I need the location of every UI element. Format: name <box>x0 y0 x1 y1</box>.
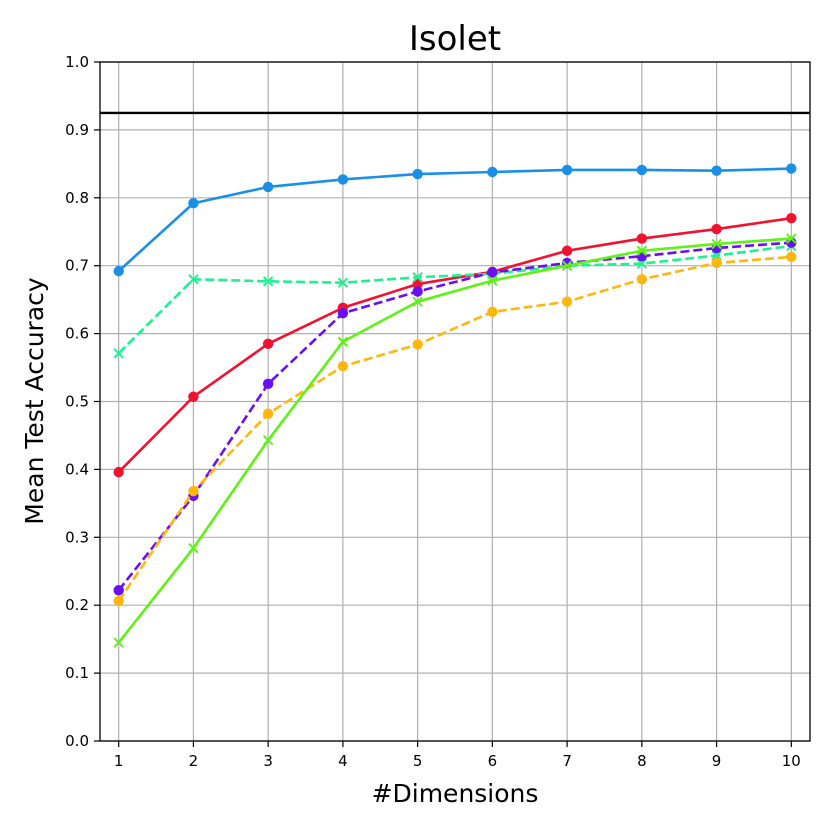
series-2 <box>113 212 797 478</box>
data-point <box>561 164 573 176</box>
series-3 <box>113 240 797 359</box>
data-point <box>262 338 274 349</box>
data-point <box>412 296 423 307</box>
data-point <box>337 174 349 185</box>
y-tick-label: 0.5 <box>65 393 89 411</box>
x-tick-label: 7 <box>562 752 572 770</box>
y-tick-label: 0.9 <box>65 121 89 139</box>
data-point <box>337 360 349 372</box>
data-point <box>188 274 199 285</box>
data-point <box>113 265 124 277</box>
data-point <box>337 336 349 347</box>
data-point <box>412 168 423 180</box>
data-point <box>636 274 648 285</box>
y-tick-label: 1.0 <box>65 53 89 71</box>
data-point <box>636 164 648 176</box>
data-point <box>188 198 199 209</box>
y-tick-label: 0.3 <box>65 528 89 546</box>
series-line <box>117 216 792 474</box>
y-tick-label: 0.7 <box>65 257 89 275</box>
data-point <box>636 233 648 244</box>
y-axis-title: Mean Test Accuracy <box>20 277 49 525</box>
data-point <box>188 542 199 554</box>
series-line <box>117 237 792 644</box>
data-point <box>262 276 274 287</box>
series-line <box>117 244 792 355</box>
data-point <box>636 258 648 269</box>
data-point <box>337 277 349 288</box>
data-point <box>412 286 423 297</box>
data-point <box>561 296 573 307</box>
y-tick-label: 0.0 <box>65 732 89 750</box>
series-line <box>117 167 792 273</box>
data-point <box>262 181 274 193</box>
grid <box>100 61 810 742</box>
ticks: 1 2 3 4 5 6 7 8 9 10 0.0 0.1 0.2 0.3 0.4 0.5 0.6 0.7 0.8 0.… <box>65 53 801 770</box>
x-tick-label: 9 <box>712 752 722 770</box>
x-tick-label: 5 <box>413 752 423 770</box>
x-tick-label: 2 <box>189 752 199 770</box>
y-tick-label: 0.6 <box>65 325 89 343</box>
series-layer <box>113 163 797 648</box>
data-point <box>262 378 274 390</box>
data-point <box>711 223 722 235</box>
data-point <box>786 233 797 244</box>
data-point <box>786 163 797 174</box>
x-tick-label: 3 <box>263 752 273 770</box>
data-point <box>337 308 349 319</box>
data-point <box>113 348 124 359</box>
series-5 <box>113 251 797 607</box>
data-point <box>711 238 722 250</box>
data-point <box>487 275 498 286</box>
series-6 <box>113 233 797 648</box>
data-point <box>262 434 274 446</box>
data-point <box>113 595 124 607</box>
data-point <box>113 466 124 478</box>
chart-title: Isolet <box>409 19 501 59</box>
data-point <box>786 251 797 263</box>
x-tick-label: 8 <box>637 752 647 770</box>
data-point <box>487 306 498 318</box>
data-point <box>113 637 124 648</box>
y-tick-label: 0.1 <box>65 664 89 682</box>
data-point <box>188 391 199 402</box>
data-point <box>487 267 498 278</box>
x-tick-label: 1 <box>114 752 124 770</box>
data-point <box>188 485 199 497</box>
series-line <box>117 255 792 602</box>
data-point <box>487 166 498 178</box>
data-point <box>113 585 124 596</box>
y-tick-label: 0.8 <box>65 189 89 207</box>
y-tick-label: 0.2 <box>65 596 89 614</box>
x-axis-title: #Dimensions <box>372 779 539 808</box>
data-point <box>561 245 573 256</box>
data-point <box>412 278 423 290</box>
x-tick-label: 10 <box>782 752 801 770</box>
x-tick-label: 4 <box>338 752 348 770</box>
series-1 <box>113 163 797 277</box>
data-point <box>412 272 423 283</box>
x-tick-label: 6 <box>488 752 498 770</box>
data-point <box>711 250 722 261</box>
data-point <box>561 260 573 271</box>
data-point <box>786 212 797 224</box>
data-point <box>711 257 722 269</box>
data-point <box>711 165 722 176</box>
data-point <box>636 245 648 256</box>
data-point <box>262 408 274 419</box>
y-tick-label: 0.4 <box>65 460 89 478</box>
series-line <box>117 241 792 592</box>
data-point <box>412 339 423 350</box>
